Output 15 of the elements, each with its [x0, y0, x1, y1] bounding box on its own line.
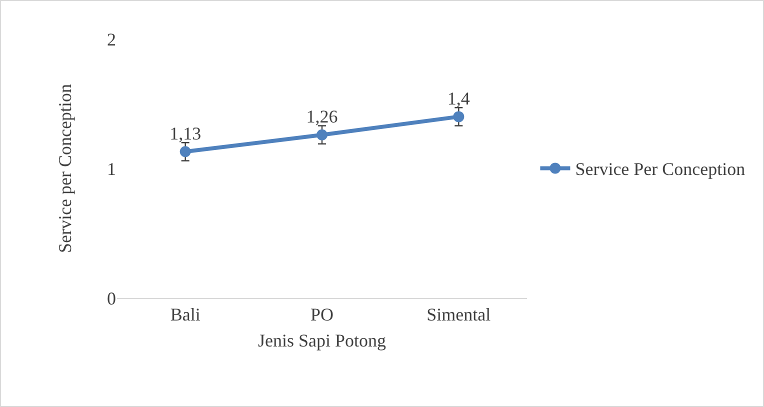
- x-tick-label: Bali: [170, 304, 200, 325]
- data-label: 1,13: [170, 123, 202, 144]
- x-tick-label: PO: [310, 304, 334, 325]
- data-label: 1,26: [306, 106, 338, 126]
- point: [316, 129, 328, 140]
- legend-label: Service Per Conception: [575, 159, 746, 180]
- y-tick-label: 2: [107, 29, 116, 50]
- x-axis-title: Jenis Sapi Potong: [258, 330, 386, 351]
- data-label: 1,4: [447, 88, 470, 108]
- point: [180, 146, 191, 158]
- y-tick-label: 1: [107, 158, 116, 179]
- y-tick-label: 0: [107, 288, 116, 308]
- x-tick-label: Simental: [426, 304, 491, 325]
- point: [453, 111, 464, 122]
- y-axis-title: Service per Conception: [55, 84, 76, 253]
